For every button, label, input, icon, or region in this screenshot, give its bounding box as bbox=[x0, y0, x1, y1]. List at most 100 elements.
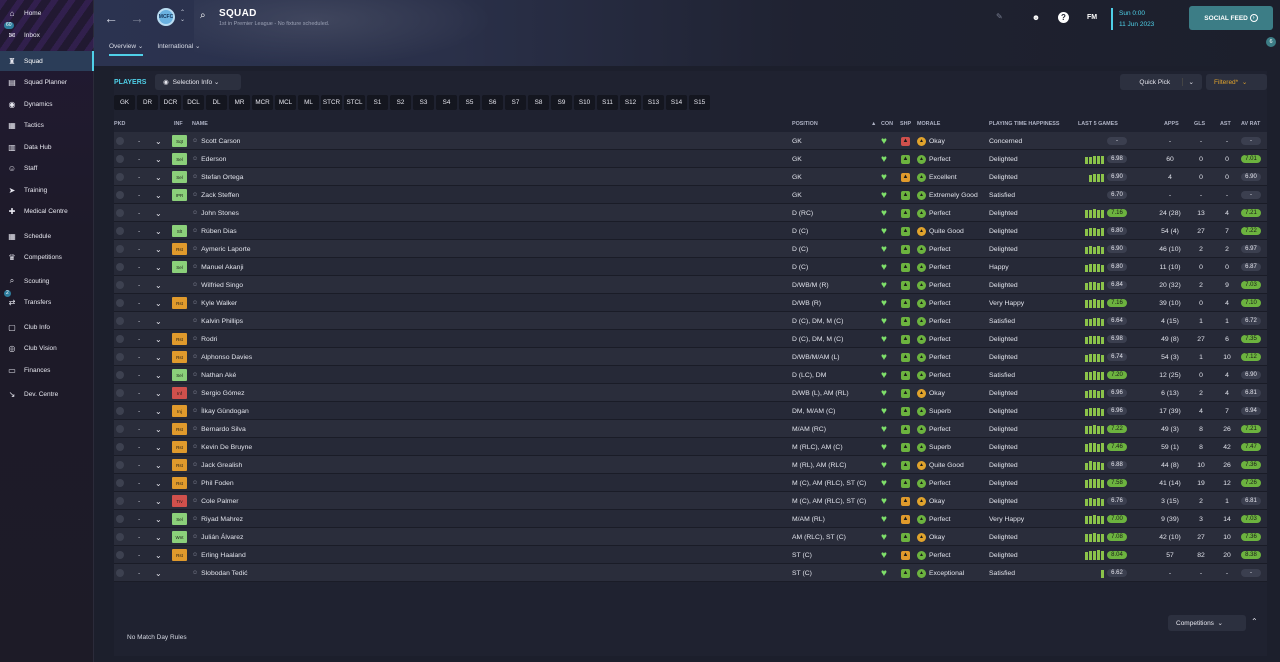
row-chevron-icon[interactable]: ⌄ bbox=[155, 406, 162, 416]
pkd-toggle[interactable] bbox=[116, 276, 124, 294]
col-last5[interactable]: LAST 5 GAMES bbox=[1078, 121, 1118, 127]
player-name[interactable]: ☺ Rúben Dias bbox=[192, 227, 237, 235]
row-chevron-icon[interactable]: ⌄ bbox=[155, 478, 162, 488]
position-filter-dcl[interactable]: DCL bbox=[183, 95, 204, 110]
row-chevron-icon[interactable]: ⌄ bbox=[155, 244, 162, 254]
row-chevron-icon[interactable]: ⌄ bbox=[155, 568, 162, 578]
player-name[interactable]: ☺ Julián Álvarez bbox=[192, 533, 244, 541]
sidebar-item-club-info[interactable]: ▢ Club Info bbox=[0, 317, 94, 337]
pkd-toggle[interactable] bbox=[116, 438, 124, 456]
pkd-toggle[interactable] bbox=[116, 366, 124, 384]
info-badge[interactable]: Sel bbox=[172, 150, 187, 168]
club-crest[interactable]: MCFC bbox=[157, 8, 175, 26]
info-badge[interactable]: Rst bbox=[172, 240, 187, 258]
info-badge[interactable]: Wnt bbox=[172, 528, 187, 546]
table-row[interactable]: - ⌄ Rst ☺ Erling Haaland ST (C) ♥ ▲ ▲ Perfect Deli… bbox=[114, 546, 1267, 564]
pkd-toggle[interactable] bbox=[116, 222, 124, 240]
sidebar-item-training[interactable]: ➤ Training bbox=[0, 180, 94, 200]
sidebar-item-home[interactable]: ⌂ Home bbox=[0, 3, 94, 23]
pkd-toggle[interactable] bbox=[116, 312, 124, 330]
sidebar-item-scouting[interactable]: ⌕ Scouting bbox=[0, 271, 94, 291]
row-chevron-icon[interactable]: ⌄ bbox=[155, 190, 162, 200]
col-apps[interactable]: APPS bbox=[1164, 121, 1179, 127]
pkd-toggle[interactable] bbox=[116, 474, 124, 492]
chevron-updown-icon[interactable]: ⌃ ⌄ bbox=[180, 10, 186, 23]
player-name[interactable]: ☺ Zack Steffen bbox=[192, 191, 240, 199]
sidebar-item-schedule[interactable]: ▦ Schedule bbox=[0, 226, 94, 246]
info-badge[interactable]: Inf bbox=[172, 384, 187, 402]
table-row[interactable]: - ⌄ ☺ Slobodan Tedić ST (C) ♥ ▲ ▲ Exceptional Sat… bbox=[114, 564, 1267, 582]
col-shp[interactable]: SHP bbox=[900, 121, 912, 127]
row-chevron-icon[interactable]: ⌄ bbox=[155, 550, 162, 560]
quick-pick-dropdown[interactable]: Quick Pick ⌄ bbox=[1120, 74, 1202, 90]
row-chevron-icon[interactable]: ⌄ bbox=[155, 154, 162, 164]
back-arrow-icon[interactable]: ← bbox=[104, 10, 118, 26]
position-filter-s10[interactable]: S10 bbox=[574, 95, 595, 110]
pkd-toggle[interactable] bbox=[116, 240, 124, 258]
info-badge[interactable]: Rst bbox=[172, 546, 187, 564]
sidebar-item-dynamics[interactable]: ◉ Dynamics bbox=[0, 94, 94, 114]
col-pkd[interactable]: PKD bbox=[114, 121, 126, 127]
table-row[interactable]: - ⌄ Rst ☺ Rodri D (C), DM, M (C) ♥ ▲ ▲ Perfect Del… bbox=[114, 330, 1267, 348]
table-row[interactable]: - ⌄ Rst ☺ Kyle Walker D/WB (R) ♥ ▲ ▲ Perfect Very … bbox=[114, 294, 1267, 312]
table-row[interactable]: - ⌄ Rst ☺ Phil Foden M (C), AM (RLC), ST (C) ♥… bbox=[114, 474, 1267, 492]
position-filter-mcl[interactable]: MCL bbox=[275, 95, 296, 110]
pkd-toggle[interactable] bbox=[116, 492, 124, 510]
player-name[interactable]: ☺ Rodri bbox=[192, 335, 218, 343]
position-filter-s4[interactable]: S4 bbox=[436, 95, 457, 110]
row-chevron-icon[interactable]: ⌄ bbox=[155, 442, 162, 452]
forward-arrow-icon[interactable]: → bbox=[130, 10, 144, 26]
table-row[interactable]: - ⌄ Rst ☺ Aymeric Laporte D (C) ♥ ▲ ▲ Perfect Deli… bbox=[114, 240, 1267, 258]
col-name[interactable]: NAME bbox=[192, 121, 208, 127]
info-badge[interactable]: Inj bbox=[172, 402, 187, 420]
table-row[interactable]: - ⌄ Sqt ☺ Scott Carson GK ♥ ▲ ▲ Okay Concerned - - - -… bbox=[114, 132, 1267, 150]
player-name[interactable]: ☺ Riyad Mahrez bbox=[192, 515, 244, 523]
table-row[interactable]: - ⌄ ☺ John Stones D (RC) ♥ ▲ ▲ Perfect Delighted 7… bbox=[114, 204, 1267, 222]
position-filter-s8[interactable]: S8 bbox=[528, 95, 549, 110]
col-inf[interactable]: INF bbox=[174, 121, 183, 127]
position-filter-s5[interactable]: S5 bbox=[459, 95, 480, 110]
sidebar-item-finances[interactable]: ▭ Finances bbox=[0, 360, 94, 380]
row-chevron-icon[interactable]: ⌄ bbox=[155, 280, 162, 290]
player-name[interactable]: ☺ Slobodan Tedić bbox=[192, 569, 248, 577]
row-chevron-icon[interactable]: ⌄ bbox=[155, 316, 162, 326]
row-chevron-icon[interactable]: ⌄ bbox=[155, 226, 162, 236]
row-chevron-icon[interactable]: ⌄ bbox=[155, 298, 162, 308]
table-row[interactable]: - ⌄ Inj ☺ İlkay Gündogan DM, M/AM (C) ♥ ▲ ▲ Super… bbox=[114, 402, 1267, 420]
position-filter-s2[interactable]: S2 bbox=[390, 95, 411, 110]
row-chevron-icon[interactable]: ⌄ bbox=[155, 334, 162, 344]
pkd-toggle[interactable] bbox=[116, 258, 124, 276]
fm-menu-icon[interactable]: FM bbox=[1086, 14, 1098, 21]
sidebar-item-squad[interactable]: ♜ Squad bbox=[0, 51, 94, 71]
pkd-toggle[interactable] bbox=[116, 546, 124, 564]
position-filter-ml[interactable]: ML bbox=[298, 95, 319, 110]
pkd-toggle[interactable] bbox=[116, 150, 124, 168]
player-name[interactable]: ☺ Aymeric Laporte bbox=[192, 245, 251, 253]
sidebar-item-tactics[interactable]: ▦ Tactics bbox=[0, 115, 94, 135]
pkd-toggle[interactable] bbox=[116, 330, 124, 348]
sidebar-item-medical-centre[interactable]: ✚ Medical Centre bbox=[0, 201, 94, 221]
player-name[interactable]: ☺ John Stones bbox=[192, 209, 239, 217]
social-feed-button[interactable]: SOCIAL FEED › bbox=[1189, 6, 1273, 30]
sidebar-item-competitions[interactable]: ♛ Competitions bbox=[0, 247, 94, 267]
search-icon[interactable]: ⌕ bbox=[200, 10, 206, 21]
row-chevron-icon[interactable]: ⌄ bbox=[155, 262, 162, 272]
sidebar-item-inbox[interactable]: ✉ 60 Inbox bbox=[0, 22, 94, 45]
table-row[interactable]: - ⌄ Wnt ☺ Julián Álvarez AM (RLC), ST (C) ♥ ▲ ▲ O… bbox=[114, 528, 1267, 546]
table-row[interactable]: - ⌄ Rst ☺ Kevin De Bruyne M (RLC), AM (C) ♥ ▲ ▲ S… bbox=[114, 438, 1267, 456]
player-name[interactable]: ☺ İlkay Gündogan bbox=[192, 407, 249, 415]
table-row[interactable]: - ⌄ Rst ☺ Alphonso Davies D/WB/M/AM (L) ♥ ▲ ▲ Per… bbox=[114, 348, 1267, 366]
collapse-icon[interactable]: ⌃ bbox=[1251, 617, 1258, 626]
pkd-toggle[interactable] bbox=[116, 528, 124, 546]
position-filter-dr[interactable]: DR bbox=[137, 95, 158, 110]
row-chevron-icon[interactable]: ⌄ bbox=[155, 208, 162, 218]
position-filter-dcr[interactable]: DCR bbox=[160, 95, 181, 110]
row-chevron-icon[interactable]: ⌄ bbox=[155, 424, 162, 434]
help-icon[interactable]: ? bbox=[1058, 12, 1069, 23]
info-badge[interactable]: Rst bbox=[172, 420, 187, 438]
pkd-toggle[interactable] bbox=[116, 348, 124, 366]
player-name[interactable]: ☺ Scott Carson bbox=[192, 137, 241, 145]
pkd-toggle[interactable] bbox=[116, 204, 124, 222]
table-row[interactable]: - ⌄ Sel ☺ Ederson GK ♥ ▲ ▲ Perfect Delighted 6.98 60… bbox=[114, 150, 1267, 168]
player-name[interactable]: ☺ Kyle Walker bbox=[192, 299, 238, 307]
